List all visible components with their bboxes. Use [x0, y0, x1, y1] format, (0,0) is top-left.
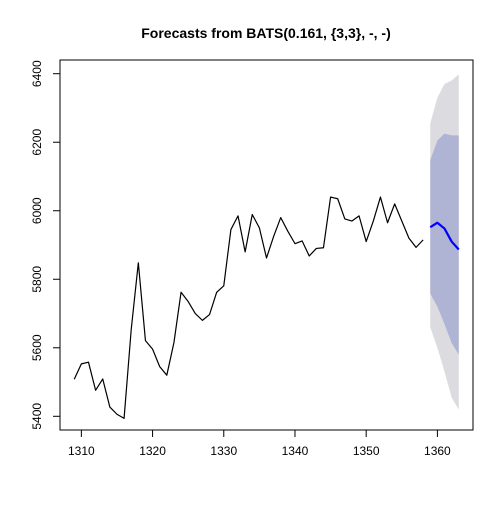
y-tick-label: 5400 [30, 403, 44, 430]
x-tick-label: 1340 [282, 444, 309, 458]
x-tick-label: 1320 [139, 444, 166, 458]
chart-title: Forecasts from BATS(0.161, {3,3}, -, -) [141, 25, 390, 41]
y-tick-label: 6400 [30, 60, 44, 87]
y-tick-label: 5800 [30, 266, 44, 293]
forecast-bands [430, 74, 458, 409]
x-axis: 1310 1320 1330 1340 1350 1360 [68, 430, 451, 458]
plot-frame [60, 60, 473, 430]
x-tick-label: 1310 [68, 444, 95, 458]
y-tick-label: 6000 [30, 197, 44, 224]
y-axis: 5400 5600 5800 6000 6200 6400 [30, 60, 60, 430]
y-tick-label: 6200 [30, 129, 44, 156]
history-line [74, 197, 423, 418]
x-tick-label: 1330 [210, 444, 237, 458]
x-tick-label: 1350 [353, 444, 380, 458]
series-lines [74, 197, 459, 418]
y-tick-label: 5600 [30, 334, 44, 361]
x-tick-label: 1360 [424, 444, 451, 458]
